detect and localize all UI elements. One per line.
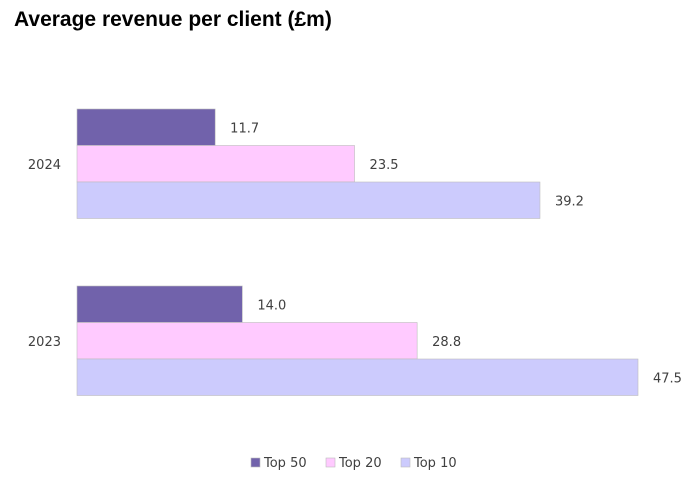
data-label: 14.0 xyxy=(257,298,286,313)
legend-label: Top 10 xyxy=(413,456,457,471)
legend-swatch-top-50 xyxy=(250,457,261,468)
bar-top-10-2023 xyxy=(76,358,639,396)
category-label-2023: 2023 xyxy=(28,335,61,350)
bar-top-50-2023 xyxy=(76,285,243,323)
data-label: 11.7 xyxy=(230,121,259,136)
data-label: 28.8 xyxy=(432,335,461,350)
bar-top-10-2024 xyxy=(76,181,541,219)
legend: Top 50 Top 20 Top 10 xyxy=(250,456,457,471)
legend-label: Top 20 xyxy=(338,456,382,471)
bar-top-50-2024 xyxy=(76,108,216,146)
bar-top-20-2024 xyxy=(76,145,355,183)
data-label: 23.5 xyxy=(370,158,399,173)
chart-title: Average revenue per client (£m) xyxy=(14,8,332,31)
labels-layer: 11.7 23.5 39.2 2024 14.0 28.8 47.5 2023 xyxy=(28,121,682,386)
legend-swatch-top-10 xyxy=(400,457,411,468)
data-label: 47.5 xyxy=(653,371,682,386)
category-label-2024: 2024 xyxy=(28,158,61,173)
bar-top-20-2023 xyxy=(76,322,418,360)
bars-layer xyxy=(76,108,639,396)
legend-label: Top 50 xyxy=(263,456,307,471)
legend-swatch-top-20 xyxy=(325,457,336,468)
data-label: 39.2 xyxy=(555,194,584,209)
